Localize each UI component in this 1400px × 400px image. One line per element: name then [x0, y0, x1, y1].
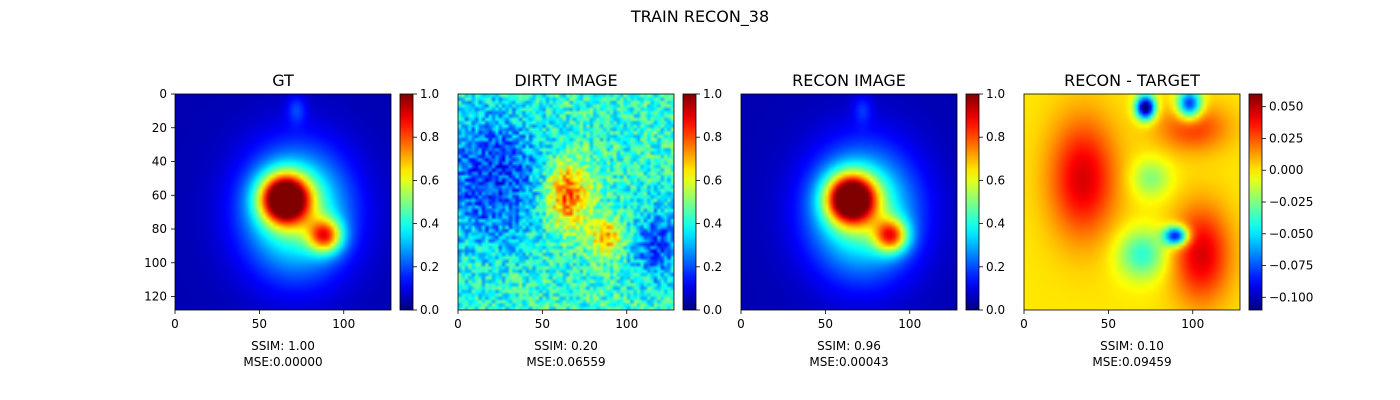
x-tick-label: 0: [171, 317, 179, 331]
heatmap-image: [741, 94, 957, 310]
panel-1: GT 0 50 100 0 20 40 60 80 100 120 0.0 0.2 0.4 0.6 0.8 1.…: [144, 71, 439, 369]
x-tick-label: 50: [1101, 317, 1116, 331]
colorbar: [399, 93, 414, 311]
heatmap-image: [1024, 94, 1240, 310]
colorbar-tick-label: 0.8: [420, 130, 439, 144]
panel-4: RECON - TARGET 0 50 100 −0.100 −0.075 −0.050 −0…: [1020, 71, 1313, 369]
plot-frame: [740, 93, 958, 311]
colorbar: [1248, 93, 1263, 311]
panel-title: RECON - TARGET: [1064, 71, 1200, 90]
y-tick-label: 20: [152, 121, 167, 135]
y-tick-label: 0: [159, 87, 167, 101]
colorbar-tick-label: −0.100: [1269, 290, 1313, 304]
colorbar-tick-label: 0.0: [986, 303, 1005, 317]
panel-title: GT: [272, 71, 294, 90]
colorbar-tick-label: 0.0: [420, 303, 439, 317]
y-tick-label: 60: [152, 188, 167, 202]
colorbar-tick-label: 0.4: [420, 217, 439, 231]
colorbar: [682, 93, 697, 311]
x-tick-label: 0: [737, 317, 745, 331]
x-tick-label: 100: [1181, 317, 1204, 331]
colorbar-tick-label: 0.2: [986, 260, 1005, 274]
x-tick-label: 50: [252, 317, 267, 331]
colorbar-tick-label: 0.2: [420, 260, 439, 274]
colorbar-tick-label: 0.6: [703, 173, 722, 187]
colorbar-tick-label: −0.050: [1269, 227, 1313, 241]
colorbar-tick-label: 0.000: [1269, 163, 1303, 177]
heatmap-image: [175, 94, 391, 310]
ssim-label: SSIM: 0.96: [817, 339, 881, 353]
panel-title: DIRTY IMAGE: [514, 71, 617, 90]
x-tick-label: 100: [332, 317, 355, 331]
mse-label: MSE:0.00000: [243, 355, 322, 369]
ssim-label: SSIM: 0.10: [1100, 339, 1164, 353]
x-tick-label: 0: [1020, 317, 1028, 331]
x-tick-label: 0: [454, 317, 462, 331]
x-tick-label: 100: [615, 317, 638, 331]
plot-frame: [174, 93, 392, 311]
colorbar-tick-label: 0.8: [986, 130, 1005, 144]
panel-2: DIRTY IMAGE 0 50 100 0.0 0.2 0.4 0.6 0.8 1.0 SSIM:…: [454, 71, 722, 369]
colorbar-tick-label: 0.4: [703, 217, 722, 231]
heatmap-image: [458, 94, 674, 310]
x-tick-label: 100: [898, 317, 921, 331]
colorbar-tick-label: 1.0: [986, 87, 1005, 101]
colorbar-tick-label: −0.025: [1269, 195, 1313, 209]
colorbar-tick-label: 0.4: [986, 217, 1005, 231]
plot-frame: [1023, 93, 1241, 311]
colorbar-tick-label: 0.8: [703, 130, 722, 144]
colorbar-tick-label: 0.025: [1269, 131, 1303, 145]
colorbar-tick-label: −0.075: [1269, 259, 1313, 273]
mse-label: MSE:0.09459: [1092, 355, 1171, 369]
mse-label: MSE:0.00043: [809, 355, 888, 369]
ssim-label: SSIM: 1.00: [251, 339, 315, 353]
mse-label: MSE:0.06559: [526, 355, 605, 369]
colorbar-tick-label: 0.0: [703, 303, 722, 317]
colorbar: [965, 93, 980, 311]
colorbar-tick-label: 0.2: [703, 260, 722, 274]
y-tick-label: 80: [152, 222, 167, 236]
x-tick-label: 50: [818, 317, 833, 331]
figure-title: TRAIN RECON_38: [630, 7, 769, 27]
y-tick-label: 120: [144, 290, 167, 304]
colorbar-tick-label: 1.0: [703, 87, 722, 101]
y-tick-label: 40: [152, 155, 167, 169]
ssim-label: SSIM: 0.20: [534, 339, 598, 353]
x-tick-label: 50: [535, 317, 550, 331]
panel-title: RECON IMAGE: [792, 71, 906, 90]
panel-3: RECON IMAGE 0 50 100 0.0 0.2 0.4 0.6 0.8 1.0 SSIM:…: [737, 71, 1005, 369]
colorbar-tick-label: 0.6: [420, 173, 439, 187]
colorbar-tick-label: 1.0: [420, 87, 439, 101]
y-tick-label: 100: [144, 256, 167, 270]
colorbar-tick-label: 0.6: [986, 173, 1005, 187]
plot-frame: [457, 93, 675, 311]
colorbar-tick-label: 0.050: [1269, 100, 1303, 114]
